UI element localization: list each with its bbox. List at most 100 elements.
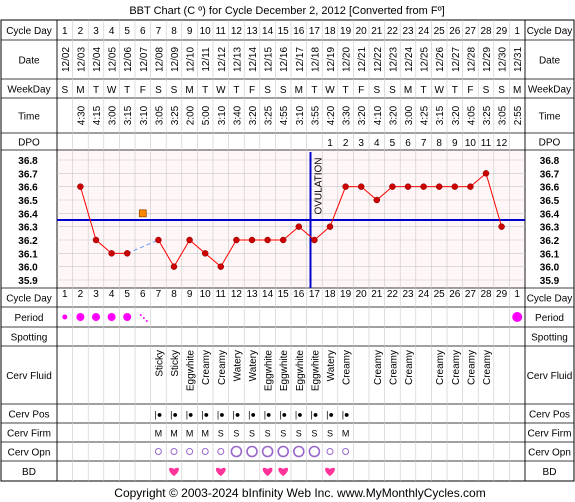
row-label-right: Spotting: [531, 333, 568, 344]
temp-point: [420, 183, 427, 190]
cerv-firm-marker: S: [218, 429, 224, 439]
date-label: 12/02: [61, 47, 72, 72]
temp-line-segment: [470, 172, 487, 188]
temp-point: [77, 183, 84, 190]
cerv-opn-marker: [342, 448, 350, 455]
time-label: 3:10: [217, 105, 228, 125]
cerv-firm-marker: S: [296, 429, 302, 439]
spotting-dot: [142, 317, 145, 319]
weekday-label: S: [61, 85, 68, 96]
cerv-pos-marker: |●: [201, 410, 209, 420]
time-label: 3:15: [123, 105, 134, 125]
temp-line-segment: [204, 252, 222, 268]
cerv-fluid-label: Creamy: [388, 350, 399, 385]
cerv-fluid-label: Eggwhite: [186, 350, 197, 392]
temp-line-segment: [329, 186, 347, 227]
cerv-pos-marker: |●: [326, 410, 334, 420]
cerv-pos-marker: |●: [186, 410, 194, 420]
cerv-opn-marker: [154, 448, 162, 455]
cycle-day-label: 1: [62, 289, 68, 300]
cycle-day-label: 7: [156, 289, 162, 300]
heart-icon: [262, 467, 273, 476]
cycle-day-label: 28: [480, 289, 492, 300]
weekday-label: F: [358, 85, 364, 96]
weekday-label: S: [264, 85, 271, 96]
cycle-day-label: 7: [156, 26, 162, 37]
cycle-day-label: 17: [309, 289, 321, 300]
row-label-left: Period: [15, 313, 44, 324]
weekday-label: T: [421, 85, 427, 96]
y-tick-label-left: 36.8: [18, 156, 38, 167]
temp-point: [248, 236, 256, 244]
temp-point: [201, 250, 209, 257]
cerv-fluid-label: Creamy: [482, 350, 493, 385]
date-label: 12/09: [170, 47, 181, 72]
temp-line-segment: [173, 239, 191, 267]
row-label-right: WeekDay: [528, 85, 571, 96]
ovulation-label: OVULATION: [314, 157, 325, 214]
excluded-temp-point: [138, 209, 147, 218]
weekday-label: S: [171, 85, 178, 96]
temp-line-segment: [376, 186, 393, 201]
cycle-day-label: 9: [187, 26, 193, 37]
y-tick-label-right: 36.3: [540, 223, 560, 234]
cerv-fluid-label: Eggwhite: [295, 350, 306, 392]
cycle-day-label: 28: [480, 26, 492, 37]
copyright-footer: Copyright © 2003-2024 bInfinity Web Inc.…: [114, 486, 485, 500]
time-label: 3:05: [154, 105, 165, 125]
temp-line-segment: [282, 226, 300, 241]
weekday-label: S: [483, 85, 490, 96]
cycle-day-label: 12: [231, 289, 243, 300]
weekday-label: M: [76, 85, 84, 96]
date-label: 12/24: [404, 47, 415, 72]
cerv-fluid-label: Watery: [232, 350, 243, 381]
cycle-day-label: 12: [231, 26, 243, 37]
cerv-pos-marker: |●: [342, 410, 350, 420]
cerv-opn-marker: [261, 445, 274, 458]
cerv-fluid-label: Creamy: [217, 350, 228, 385]
cycle-day-label: 13: [246, 26, 258, 37]
cerv-firm-marker: S: [280, 429, 286, 439]
dpo-label: 1: [327, 138, 333, 149]
cycle-day-label: 27: [465, 26, 477, 37]
observation-rows: 1 2 3 4 5 6 7 8 9 10 11 12 13 14 15 16 17 18 19 20 21 22 23 24 2…: [62, 289, 523, 476]
cerv-pos-marker: |●: [155, 410, 163, 420]
weekday-label: T: [343, 85, 349, 96]
cycle-day-label: 27: [465, 289, 477, 300]
cycle-day-label: 26: [449, 289, 461, 300]
cycle-day-label: 16: [293, 26, 305, 37]
cycle-day-label: 10: [200, 26, 212, 37]
y-tick-label-right: 36.0: [540, 263, 560, 274]
time-label: 3:00: [404, 105, 415, 125]
cerv-firm-marker: M: [342, 429, 350, 439]
dpo-label: 7: [421, 138, 427, 149]
weekday-label: T: [202, 85, 208, 96]
weekday-label: T: [93, 85, 99, 96]
cycle-day-label: 23: [402, 289, 414, 300]
cycle-day-label: 3: [93, 26, 99, 37]
cycle-day-label: 29: [496, 289, 508, 300]
row-label-right: Cerv Pos: [529, 410, 570, 421]
cycle-day-label: 2: [78, 289, 84, 300]
cycle-day-label: 14: [262, 26, 274, 37]
time-label: 4:30: [76, 105, 87, 125]
cerv-firm-marker: S: [249, 429, 255, 439]
cycle-day-label: 11: [216, 289, 227, 300]
cycle-day-label: 4: [109, 289, 115, 300]
temp-point: [311, 236, 318, 244]
cerv-pos-marker: |●: [217, 410, 225, 420]
chart-grid: [0, 19, 575, 482]
dpo-label: 3: [358, 138, 364, 149]
y-tick-label-right: 35.9: [540, 276, 560, 287]
temp-line-segment: [360, 186, 378, 201]
weekday-label: S: [155, 85, 162, 96]
y-tick-label-left: 36.1: [18, 249, 38, 260]
cerv-fluid-label: Watery: [326, 350, 337, 381]
cerv-firm-marker: S: [265, 429, 271, 439]
cycle-day-label: 22: [387, 289, 399, 300]
cycle-day-label: 3: [93, 289, 99, 300]
cerv-pos-marker: |●: [295, 410, 303, 420]
weekday-label: F: [249, 85, 255, 96]
row-label-right: Cycle Day: [527, 294, 573, 305]
date-label: 12/22: [373, 47, 384, 72]
